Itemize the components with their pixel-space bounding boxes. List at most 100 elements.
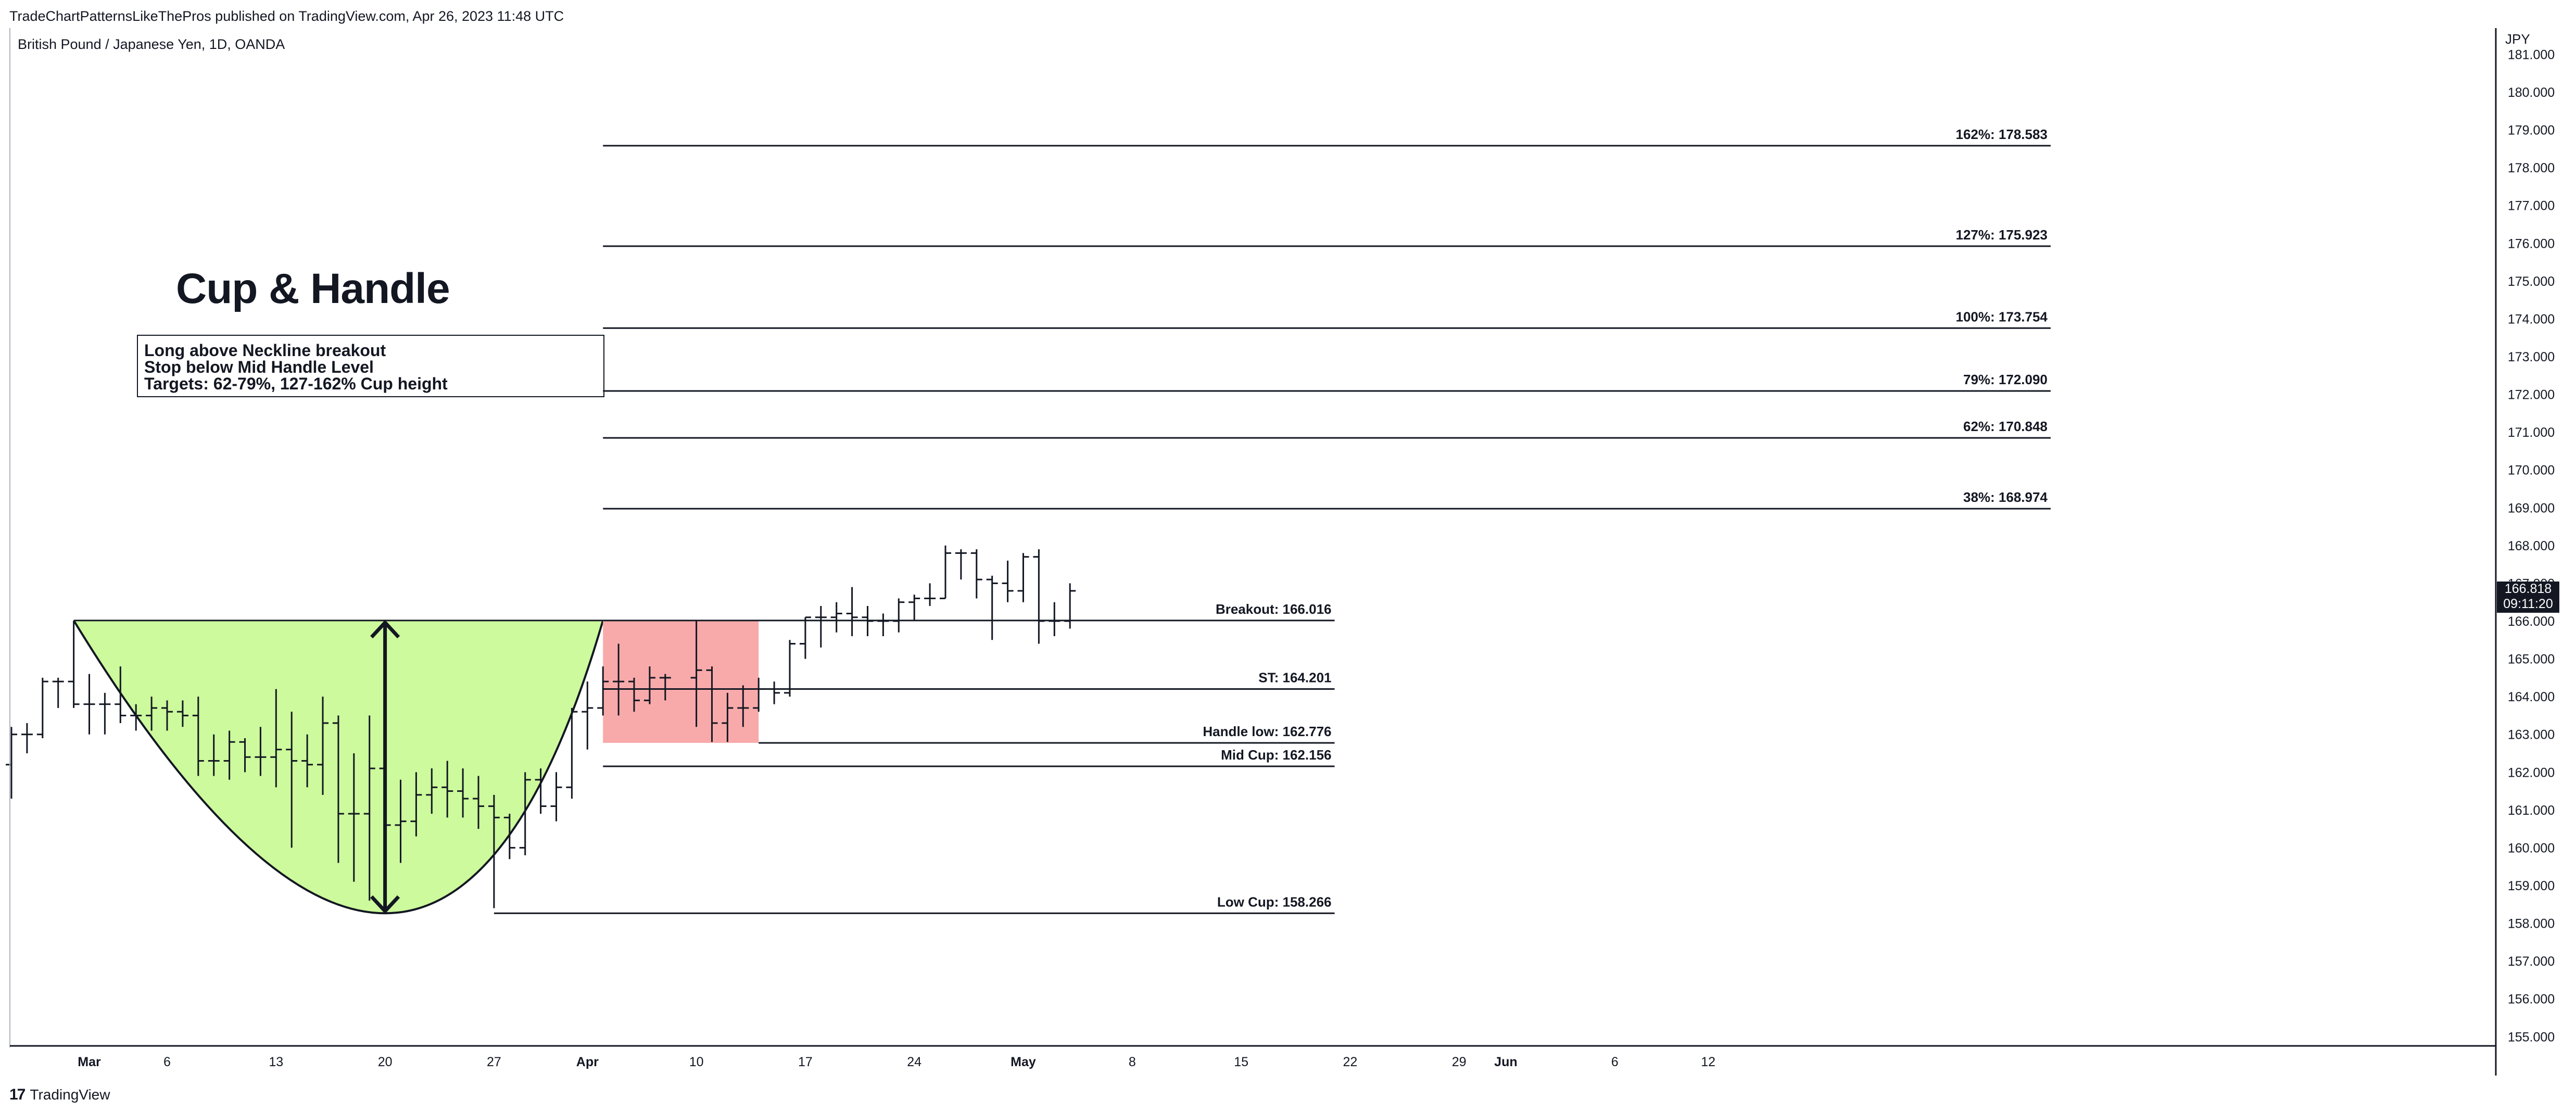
ohlc-bar <box>441 761 453 818</box>
ohlc-bar <box>643 666 655 704</box>
brand-name: TradingView <box>30 1086 110 1103</box>
publisher-line: TradeChartPatternsLikeThePros published … <box>9 8 564 24</box>
price-tick-label: 165.000 <box>2508 652 2555 667</box>
ohlc-bar <box>955 549 967 580</box>
pattern-title: Cup & Handle <box>176 265 450 312</box>
ohlc-bar <box>301 734 313 788</box>
price-tick-label: 164.000 <box>2508 690 2555 704</box>
ohlc-bar <box>1049 602 1060 637</box>
time-tick-label: Apr <box>576 1055 599 1069</box>
price-tick-label: 171.000 <box>2508 425 2555 440</box>
ohlc-bar <box>753 677 765 712</box>
ohlc-bar <box>613 643 625 716</box>
ohlc-bar <box>846 587 858 637</box>
rule-entry: Long above Neckline breakout <box>144 341 386 360</box>
rule-stop: Stop below Mid Handle Level <box>144 358 374 376</box>
rule-targets: Targets: 62-79%, 127-162% Cup height <box>144 374 448 393</box>
cup-height-arrow <box>370 620 400 914</box>
axes <box>9 28 2497 1076</box>
price-tick-label: 162.000 <box>2508 765 2555 780</box>
price-tick-label: 179.000 <box>2508 123 2555 138</box>
ohlc-bar <box>1033 549 1045 644</box>
level-label: 127%: 175.923 <box>1956 227 2048 243</box>
price-tick-label: 160.000 <box>2508 841 2555 855</box>
ohlc-bar <box>690 621 702 727</box>
time-tick-label: 6 <box>1611 1055 1619 1069</box>
price-tick-label: 163.000 <box>2508 728 2555 742</box>
time-tick-label: Mar <box>78 1055 101 1069</box>
ohlc-bar <box>99 692 111 735</box>
price-tick-label: 161.000 <box>2508 803 2555 818</box>
level-label: Handle low: 162.776 <box>1203 724 1331 739</box>
time-tick-label: 15 <box>1234 1055 1248 1069</box>
symbol-title[interactable]: British Pound / Japanese Yen, 1D, OANDA <box>18 36 285 52</box>
ohlc-bar <box>426 768 438 814</box>
last-price-value: 166.818 <box>2504 582 2552 596</box>
ohlc-bar <box>550 772 562 822</box>
ohlc-bar <box>815 605 827 648</box>
ohlc-bar <box>784 640 795 697</box>
ohlc-bar <box>410 772 422 837</box>
ohlc-bar <box>348 753 360 882</box>
time-scale[interactable]: Mar 6 13 20 27 Apr 10 17 24 May 8 15 22 29 Jun 6 12 <box>78 1055 1715 1069</box>
ohlc-bar <box>768 681 780 704</box>
ohlc-bar <box>161 700 173 731</box>
ohlc-bar <box>986 575 998 640</box>
price-scale[interactable]: 155.000 156.000 157.000 158.000 159.000 160.0… <box>2508 47 2555 1044</box>
ohlc-bar <box>6 727 17 799</box>
ohlc-bar <box>332 715 344 863</box>
price-tick-label: 168.000 <box>2508 539 2555 553</box>
time-tick-label: 20 <box>378 1055 393 1069</box>
ohlc-bar <box>503 814 515 860</box>
time-tick-label: 17 <box>798 1055 813 1069</box>
price-tick-label: 159.000 <box>2508 879 2555 893</box>
ohlc-bar <box>519 772 531 855</box>
ohlc-bar <box>363 715 375 901</box>
ohlc-bar <box>130 704 142 731</box>
price-tick-label: 172.000 <box>2508 388 2555 402</box>
handle-zone <box>603 620 759 743</box>
level-label: ST: 164.201 <box>1258 670 1331 686</box>
time-tick-label: Jun <box>1494 1055 1517 1069</box>
ohlc-bar <box>286 712 298 848</box>
price-tick-label: 157.000 <box>2508 954 2555 969</box>
level-label: 79%: 172.090 <box>1963 372 2048 387</box>
last-price-tag: 166.818 09:11:20 <box>2497 582 2559 613</box>
ohlc-bar <box>21 723 33 753</box>
ohlc-bar <box>924 583 936 606</box>
currency-label: JPY <box>2505 31 2530 47</box>
level-label: 38%: 168.974 <box>1963 489 2048 505</box>
ohlc-bar <box>908 595 920 621</box>
price-tick-label: 173.000 <box>2508 350 2555 364</box>
arrow-head-down <box>370 895 400 914</box>
price-levels: 162%: 178.583 127%: 175.923 100%: 173.754 7… <box>494 127 2051 914</box>
ohlc-bar <box>862 605 874 637</box>
level-label: 100%: 173.754 <box>1956 309 2048 324</box>
time-tick-label: 22 <box>1343 1055 1357 1069</box>
price-tick-label: 158.000 <box>2508 917 2555 931</box>
price-tick-label: 181.000 <box>2508 47 2555 62</box>
ohlc-bar <box>535 768 547 814</box>
level-label: 162%: 178.583 <box>1956 127 2048 142</box>
price-tick-label: 178.000 <box>2508 161 2555 175</box>
ohlc-bar <box>115 666 127 723</box>
price-tick-label: 177.000 <box>2508 199 2555 213</box>
ohlc-bar <box>970 549 982 599</box>
ohlc-bar <box>830 602 842 633</box>
ohlc-bar <box>488 794 500 908</box>
ohlc-bar <box>457 768 469 818</box>
price-tick-label: 156.000 <box>2508 992 2555 1007</box>
time-tick-label: 10 <box>689 1055 704 1069</box>
time-tick-label: 29 <box>1452 1055 1467 1069</box>
price-tick-label: 170.000 <box>2508 463 2555 478</box>
tradingview-brand[interactable]: 17 TradingView <box>9 1086 110 1104</box>
ohlc-bar <box>722 692 734 742</box>
ohlc-bar <box>208 734 220 776</box>
ohlc-bar <box>317 697 329 795</box>
ohlc-bar <box>1017 553 1029 602</box>
ohlc-bar <box>395 779 407 863</box>
ohlc-bar <box>893 598 905 633</box>
time-tick-label: 8 <box>1129 1055 1136 1069</box>
